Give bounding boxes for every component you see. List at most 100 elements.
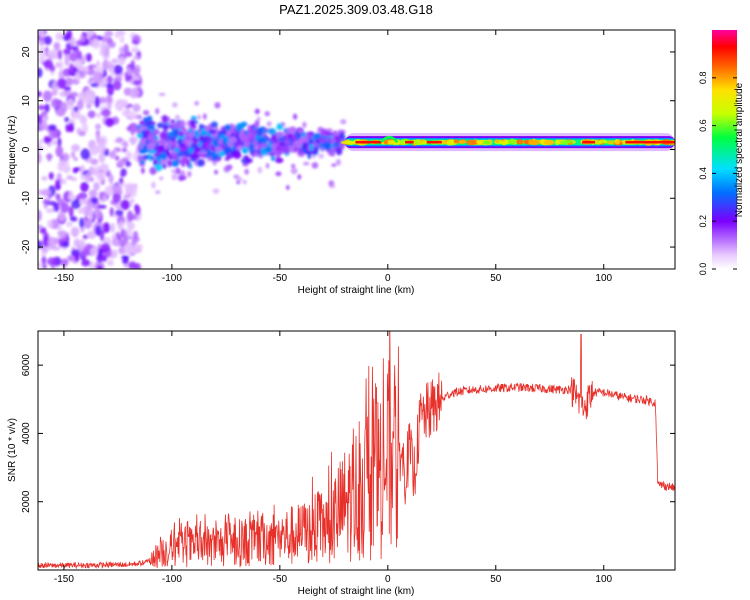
multipath-blob: [210, 121, 218, 128]
multipath-blob: [271, 134, 277, 142]
noise-blob: [43, 59, 53, 69]
noise-blob: [84, 66, 90, 73]
multipath-blob: [232, 129, 237, 136]
noise-blob: [38, 104, 46, 111]
multipath-blob: [267, 128, 277, 135]
snr-x-label: Height of straight line (km): [298, 586, 415, 597]
noise-blob: [242, 162, 249, 167]
multipath-blob: [146, 120, 156, 127]
noise-blob: [328, 180, 335, 187]
noise-blob: [69, 52, 78, 62]
noise-blob: [286, 185, 290, 191]
multipath-blob: [256, 128, 264, 136]
noise-blob: [89, 246, 99, 257]
multipath-blob: [323, 135, 329, 140]
noise-blob: [158, 92, 166, 96]
noise-blob: [55, 145, 64, 158]
noise-blob: [63, 48, 72, 55]
noise-blob: [127, 111, 137, 120]
tone-core: [355, 140, 382, 144]
spectrogram-y-tick-label: 10: [21, 95, 32, 107]
noise-blob: [66, 30, 73, 40]
noise-blob: [47, 219, 53, 229]
noise-blob: [66, 98, 75, 111]
multipath-blob: [217, 138, 223, 145]
multipath-blob: [149, 166, 157, 175]
noise-blob: [138, 114, 142, 120]
multipath-blob: [167, 159, 173, 167]
noise-blob: [57, 49, 63, 60]
noise-blob: [76, 99, 84, 110]
noise-blob: [214, 169, 219, 175]
multipath-blob: [208, 129, 217, 135]
multipath-blob: [286, 127, 294, 135]
noise-blob: [54, 180, 61, 191]
noise-blob: [59, 60, 64, 72]
multipath-blob: [138, 148, 147, 154]
noise-blob: [72, 167, 79, 174]
multipath-blob: [333, 143, 340, 148]
noise-blob: [79, 114, 88, 125]
noise-blob: [62, 153, 70, 162]
noise-blob: [46, 49, 57, 56]
noise-blob: [126, 69, 134, 76]
multipath-blob: [189, 119, 196, 128]
noise-blob: [101, 60, 109, 70]
noise-blob: [212, 188, 220, 194]
noise-blob: [107, 41, 116, 49]
noise-blob: [39, 138, 44, 144]
noise-blob: [45, 137, 53, 143]
noise-blob: [66, 175, 73, 180]
noise-blob: [55, 109, 66, 117]
noise-blob: [101, 242, 111, 253]
multipath-blob: [176, 152, 183, 157]
noise-blob: [265, 162, 270, 169]
noise-blob: [121, 147, 128, 153]
spectrogram-y-tick-label: 0: [21, 146, 32, 152]
multipath-blob: [227, 139, 234, 148]
noise-blob: [114, 155, 120, 161]
noise-blob: [53, 42, 61, 51]
multipath-blob: [202, 130, 208, 136]
multipath-blob: [251, 140, 257, 146]
multipath-blob: [139, 120, 145, 126]
noise-blob: [47, 257, 57, 266]
noise-blob: [109, 207, 114, 217]
noise-blob: [48, 124, 57, 131]
colorbar-label: Normalized spectral amplitude: [734, 82, 745, 217]
noise-blob: [69, 91, 79, 98]
multipath-blob: [193, 140, 197, 146]
multipath-blob: [287, 133, 293, 139]
noise-blob: [94, 96, 101, 108]
noise-blob: [38, 47, 45, 53]
noise-blob: [122, 231, 128, 239]
multipath-blob: [243, 140, 248, 148]
multipath-blob: [254, 151, 259, 157]
noise-blob: [39, 30, 45, 39]
multipath-blob: [274, 157, 284, 164]
noise-blob: [123, 43, 129, 55]
multipath-blob: [304, 150, 312, 155]
colorbar-tick-label: 0.6: [698, 119, 708, 132]
noise-blob: [130, 59, 136, 72]
tone-core: [582, 140, 596, 144]
multipath-blob: [159, 137, 167, 146]
noise-blob: [38, 146, 45, 152]
noise-blob: [132, 230, 139, 240]
noise-blob: [266, 121, 272, 127]
noise-blob: [62, 165, 71, 174]
noise-blob: [85, 53, 92, 62]
spectrogram-blobs: [38, 30, 348, 269]
spectrogram-x-tick-label: -50: [273, 273, 288, 284]
noise-blob: [302, 121, 307, 128]
noise-blob: [257, 166, 263, 174]
multipath-blob: [170, 119, 176, 124]
noise-blob: [303, 161, 310, 166]
noise-blob: [115, 137, 124, 143]
tone-core: [426, 140, 442, 144]
noise-blob: [119, 46, 124, 55]
noise-blob: [42, 199, 52, 204]
noise-blob: [60, 178, 67, 185]
noise-blob: [90, 158, 99, 165]
noise-blob: [119, 100, 129, 108]
